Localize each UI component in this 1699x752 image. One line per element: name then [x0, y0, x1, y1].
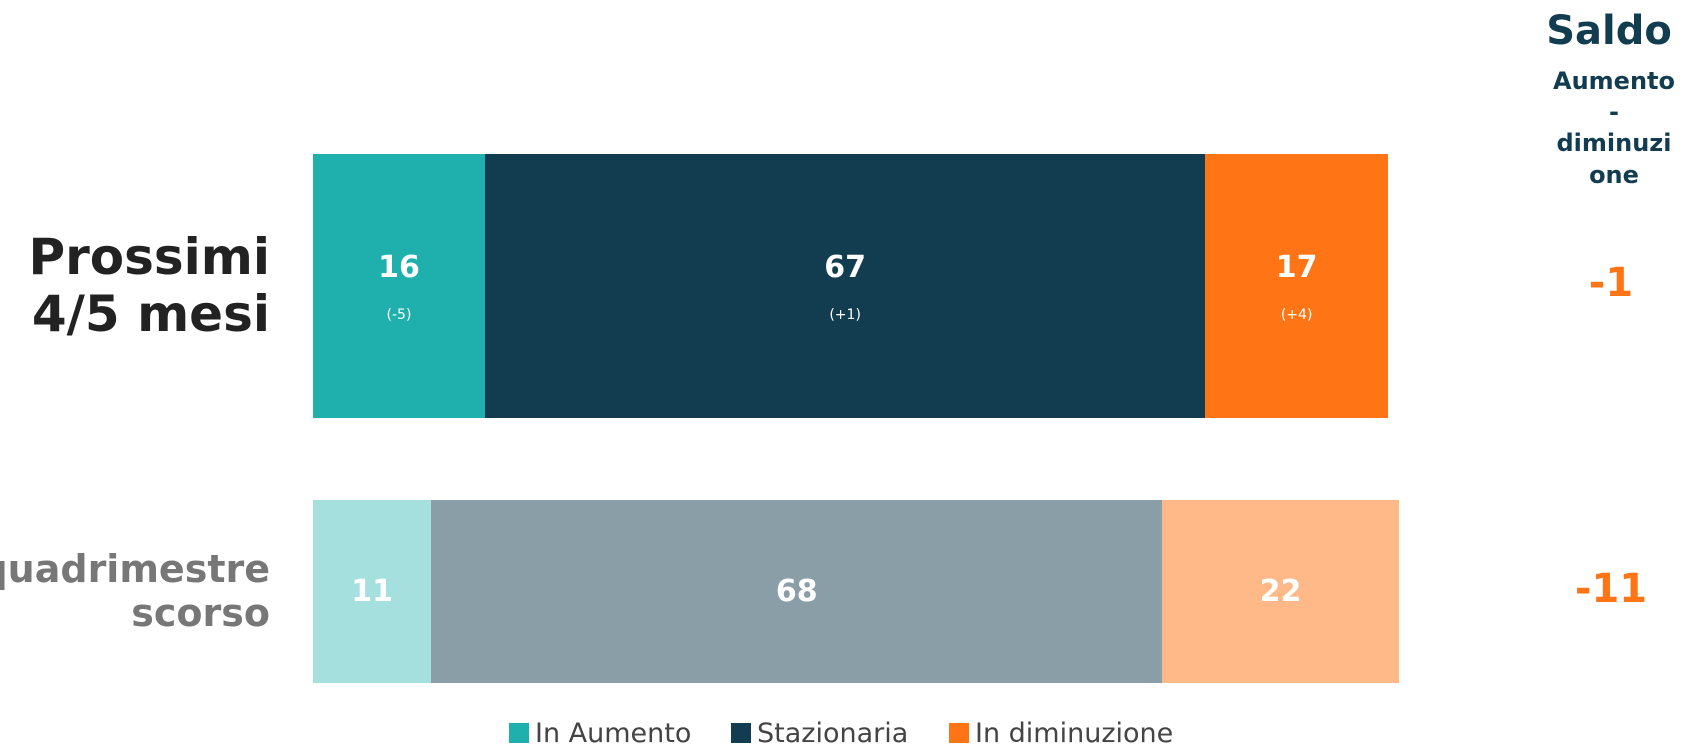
value-label: 22: [1259, 574, 1302, 609]
change-label: (+4): [1280, 306, 1313, 323]
bar-segment: 22: [1162, 500, 1399, 683]
change-label: (-5): [386, 306, 412, 323]
value-label: 68: [775, 574, 818, 609]
legend-label: In Aumento: [535, 717, 692, 749]
legend-item: In Aumento: [509, 714, 691, 752]
bar-segment: 17 (+4): [1205, 154, 1388, 418]
legend-label: Stazionaria: [757, 717, 909, 749]
balance-value: -1: [1588, 260, 1634, 306]
balance-value: -11: [1574, 565, 1648, 612]
balance-subtitle: Aumento-diminuzione: [1553, 67, 1675, 189]
value-label: 67: [824, 249, 866, 285]
legend-swatch: [949, 723, 969, 743]
legend-item: Stazionaria: [731, 714, 908, 752]
legend-swatch: [509, 723, 529, 743]
legend-item: In diminuzione: [949, 714, 1173, 752]
bar-segment: 11: [313, 500, 432, 683]
legend-label: In diminuzione: [975, 717, 1174, 749]
category-label: Prossimi 4/5 mesi: [28, 227, 270, 343]
bar-segment: 68: [431, 500, 1163, 683]
bar-segment: 16 (-5): [313, 154, 485, 418]
legend-swatch: [731, 723, 751, 743]
category-label: quadrimestre scorso: [0, 546, 270, 635]
value-label: 16: [378, 249, 420, 285]
balance-title: Saldo: [1546, 8, 1672, 54]
value-label: 17: [1275, 249, 1318, 285]
value-label: 11: [351, 574, 393, 609]
bar-segment: 67 (+1): [485, 154, 1206, 418]
change-label: (+1): [829, 306, 861, 323]
